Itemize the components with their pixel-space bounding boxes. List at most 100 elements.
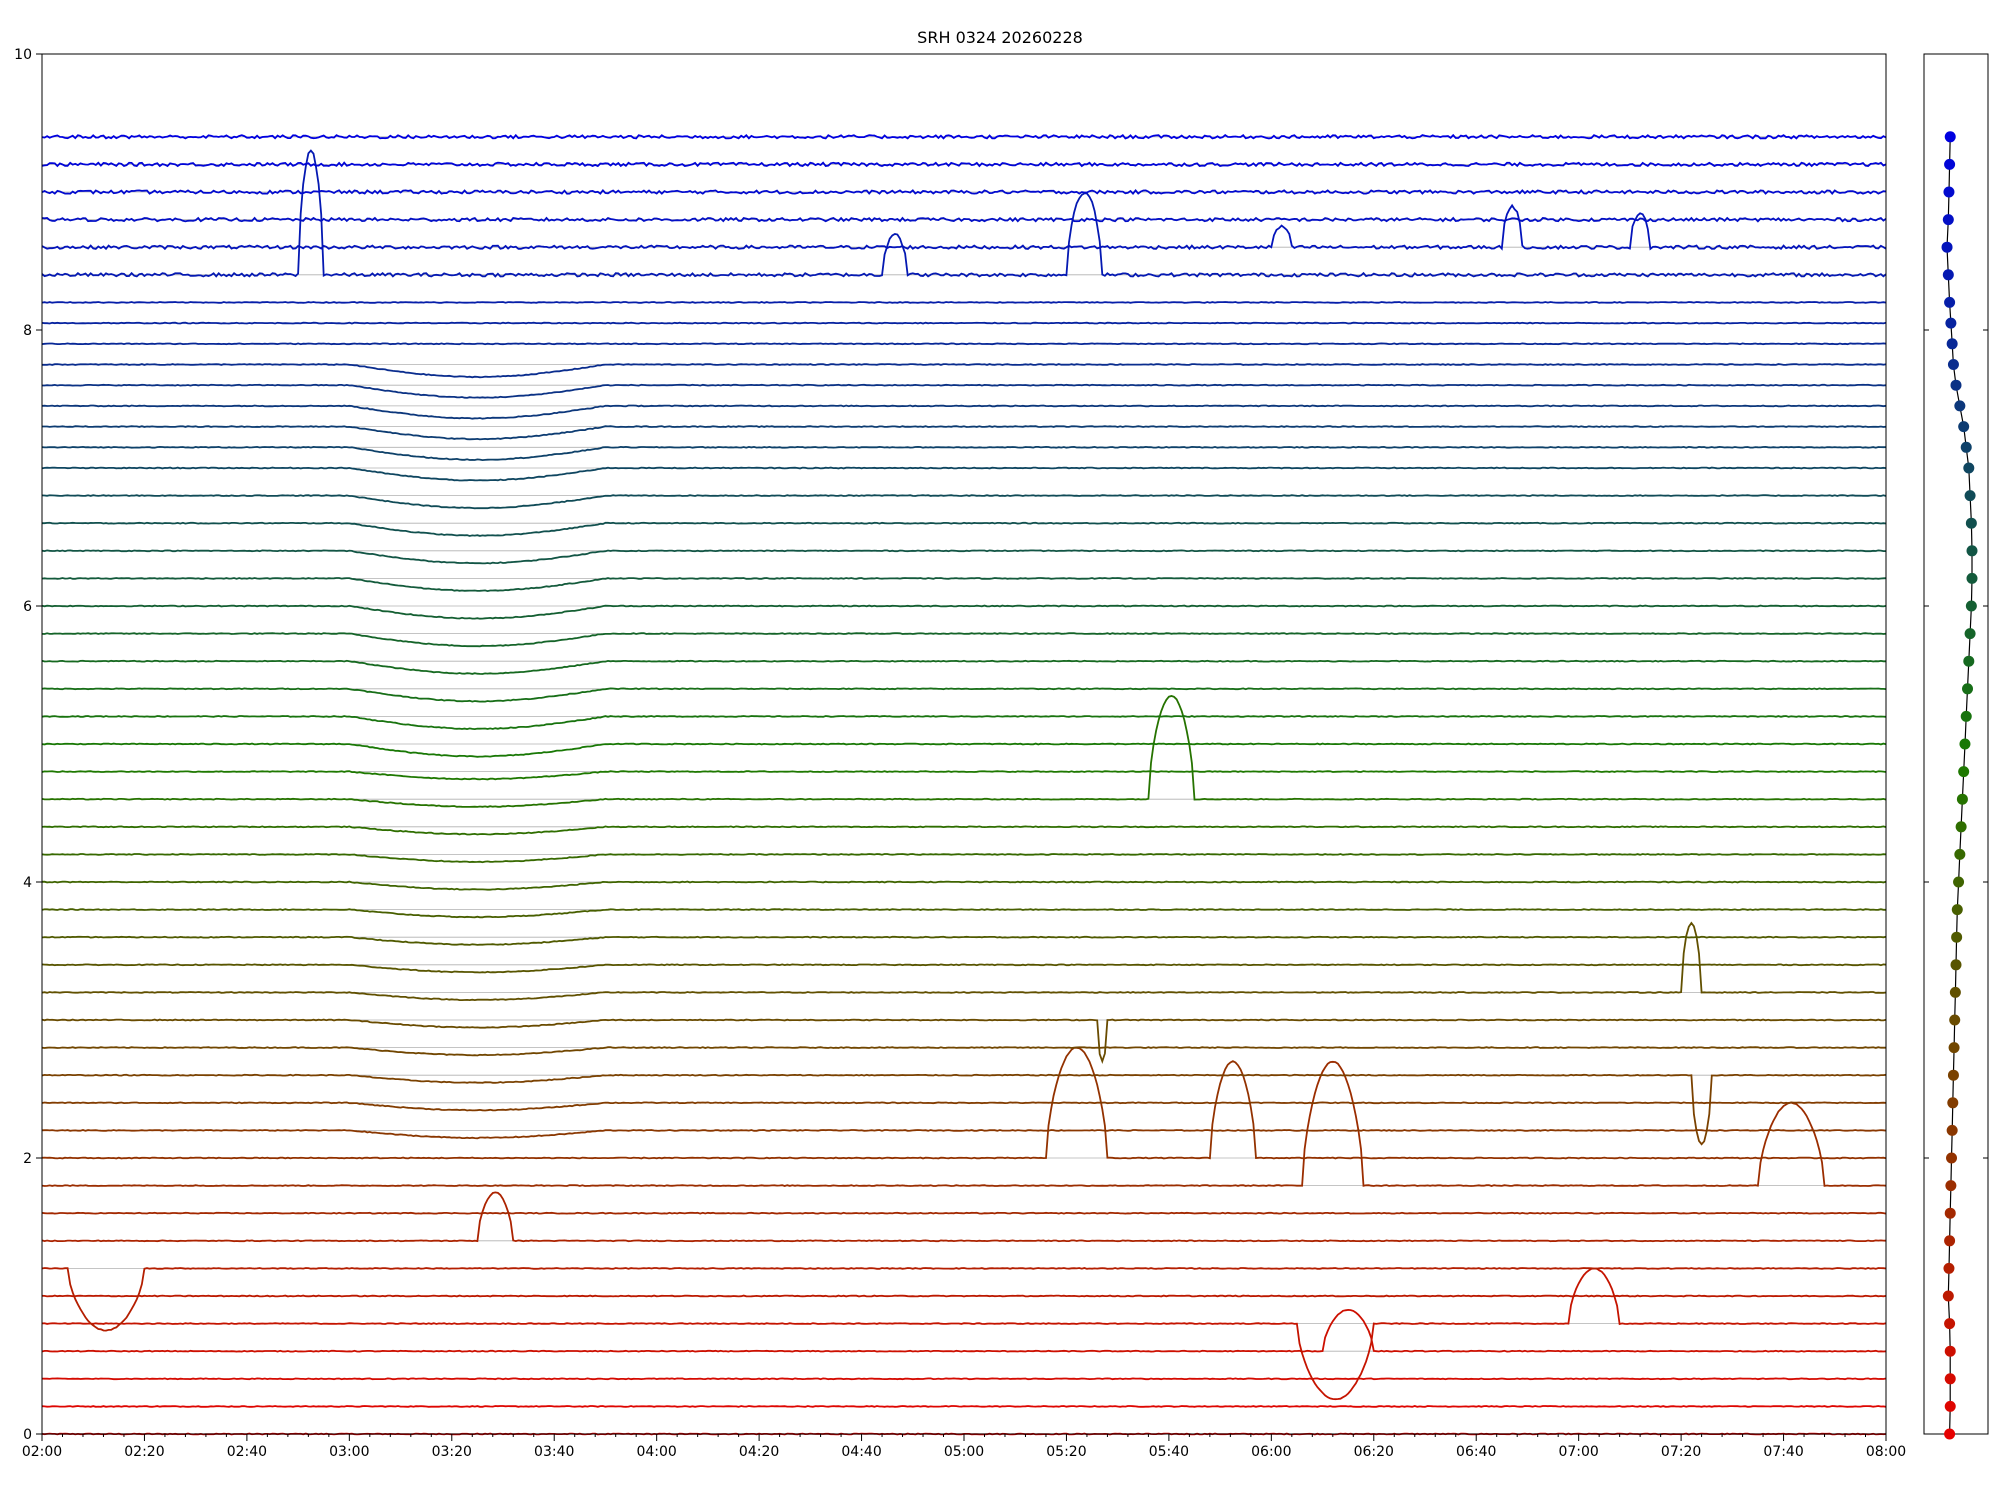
series-group	[41, 133, 1887, 1436]
side-marker	[1963, 655, 1975, 667]
side-marker	[1944, 131, 1956, 143]
side-marker	[1950, 959, 1962, 971]
side-marker	[1951, 904, 1963, 916]
series-line	[42, 521, 1887, 537]
series-line	[41, 921, 1887, 1002]
side-marker	[1954, 848, 1966, 860]
y-tick-label: 4	[23, 875, 32, 891]
series-line	[41, 687, 1887, 703]
x-tick-label: 07:00	[1558, 1444, 1598, 1460]
side-marker	[1942, 214, 1954, 226]
side-marker	[1947, 1097, 1959, 1109]
series-line	[41, 1073, 1887, 1146]
series-line	[41, 1267, 1887, 1401]
side-marker	[1945, 1180, 1957, 1192]
side-marker	[1949, 986, 1961, 998]
side-marker	[1960, 710, 1972, 722]
series-line	[42, 383, 1887, 399]
side-marker	[1958, 421, 1970, 433]
y-axis: 0 2 4 6 8 10	[14, 47, 42, 1443]
y-tick-label: 10	[14, 47, 32, 63]
side-marker	[1944, 158, 1956, 170]
side-marker	[1948, 1042, 1960, 1054]
x-tick-label: 03:40	[534, 1444, 574, 1460]
y-tick-label: 8	[23, 323, 32, 339]
series-line	[41, 494, 1887, 510]
series-line	[41, 908, 1886, 919]
side-marker	[1966, 572, 1978, 584]
side-marker	[1944, 1400, 1956, 1412]
x-tick-label: 02:00	[22, 1444, 62, 1460]
x-tick-label: 06:20	[1354, 1444, 1394, 1460]
side-marker	[1947, 1069, 1959, 1081]
x-tick-label: 05:40	[1149, 1444, 1189, 1460]
side-marker	[1944, 1207, 1956, 1219]
series-line	[41, 825, 1887, 836]
side-marker	[1953, 876, 1965, 888]
side-marker	[1956, 793, 1968, 805]
x-tick-label: 05:20	[1046, 1444, 1086, 1460]
chart-title: SRH 0324 20260228	[917, 28, 1083, 47]
series-line	[41, 604, 1887, 620]
series-line	[41, 715, 1887, 731]
series-line	[41, 445, 1887, 462]
side-marker	[1944, 1318, 1956, 1330]
series-line	[41, 1060, 1887, 1187]
series-line	[41, 301, 1887, 304]
x-tick-label: 04:20	[739, 1444, 779, 1460]
series-line	[41, 149, 1887, 278]
side-marker	[1965, 600, 1977, 612]
grid-lines	[42, 136, 1886, 1435]
x-tick-label: 02:40	[227, 1444, 267, 1460]
side-marker	[1942, 1290, 1954, 1302]
side-marker	[1955, 821, 1967, 833]
side-marker	[1950, 379, 1962, 391]
series-line	[41, 549, 1886, 565]
side-marker	[1944, 1235, 1956, 1247]
x-tick-label: 08:00	[1866, 1444, 1906, 1460]
series-line	[41, 1046, 1886, 1057]
x-tick-label: 04:00	[636, 1444, 676, 1460]
x-axis: 02:00 02:20 02:40 03:00 03:20 03:40 04:00 04:20…	[22, 1434, 1906, 1460]
series-line	[41, 216, 1887, 223]
side-marker	[1959, 738, 1971, 750]
series-line	[41, 1101, 1887, 1112]
series-line	[41, 321, 1887, 325]
series-line	[41, 133, 1887, 140]
side-marker	[1943, 186, 1955, 198]
series-line	[41, 1294, 1887, 1298]
series-line	[41, 853, 1887, 864]
side-marker	[1946, 338, 1958, 350]
side-marker	[1965, 517, 1977, 529]
x-tick-label: 03:00	[329, 1444, 369, 1460]
side-marker	[1963, 462, 1975, 474]
side-marker	[1944, 296, 1956, 308]
series-line	[41, 577, 1887, 593]
side-marker	[1943, 1262, 1955, 1274]
series-line	[42, 425, 1887, 441]
series-line	[41, 1308, 1887, 1353]
side-marker	[1941, 241, 1953, 253]
series-line	[41, 404, 1887, 420]
x-tick-label: 07:20	[1661, 1444, 1701, 1460]
side-marker	[1964, 628, 1976, 640]
side-marker	[1944, 1345, 1956, 1357]
side-marker	[1945, 317, 1957, 329]
series-line	[41, 1405, 1887, 1408]
side-marker	[1944, 1428, 1956, 1440]
side-marker	[1960, 441, 1972, 453]
x-tick-label: 03:20	[432, 1444, 472, 1460]
side-marker	[1946, 1152, 1958, 1164]
y-tick-label: 0	[23, 1427, 32, 1443]
series-line	[41, 466, 1887, 482]
side-marker	[1966, 545, 1978, 557]
series-line	[42, 363, 1887, 379]
y-tick-label: 2	[23, 1151, 32, 1167]
series-line	[41, 1267, 1887, 1332]
series-line	[41, 1211, 1887, 1215]
series-line	[41, 695, 1887, 808]
series-line	[41, 742, 1887, 758]
side-marker	[1942, 269, 1954, 281]
series-line	[41, 161, 1887, 168]
side-panel-frame	[1923, 53, 1989, 1435]
